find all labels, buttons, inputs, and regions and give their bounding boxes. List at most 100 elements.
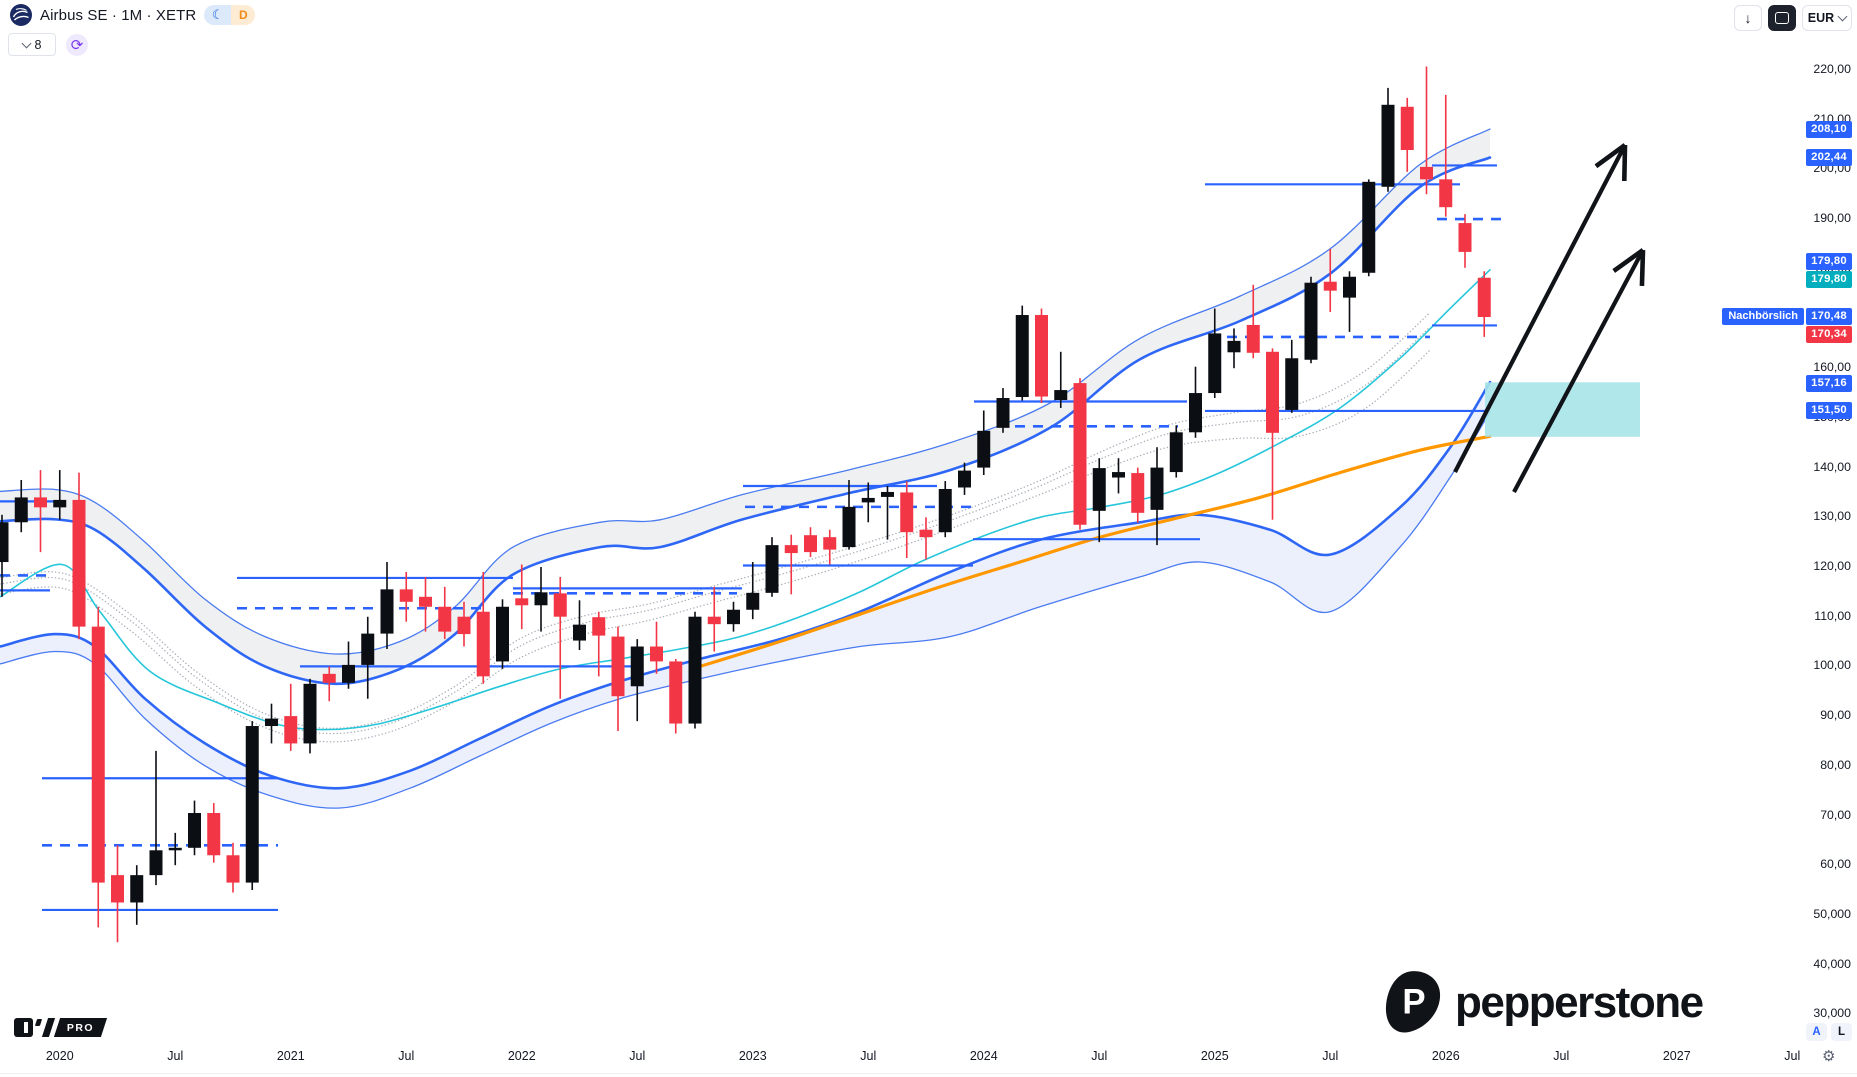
y-axis-tick: 90,00 bbox=[1820, 708, 1851, 723]
candle-body bbox=[91, 626, 105, 883]
candle-body bbox=[688, 616, 702, 724]
price-label: 170,48 bbox=[1806, 307, 1852, 325]
candle-body bbox=[900, 492, 914, 533]
candle-body bbox=[573, 624, 586, 641]
y-axis-tick: 140,00 bbox=[1813, 459, 1851, 474]
symbol-title[interactable]: Airbus SE · 1M · XETR bbox=[40, 6, 197, 24]
x-axis-tick: 2023 bbox=[738, 1049, 767, 1063]
candle-body bbox=[476, 611, 490, 677]
candle-body bbox=[1208, 333, 1222, 394]
drawn-levels bbox=[0, 164, 1502, 912]
candle-body bbox=[245, 726, 259, 883]
y-axis-tick: 220,00 bbox=[1813, 62, 1851, 76]
candle-body bbox=[1073, 383, 1087, 525]
candle-body bbox=[746, 592, 760, 610]
candle-body bbox=[34, 497, 47, 508]
indicators-collapse-button[interactable]: 8 bbox=[8, 33, 56, 56]
x-axis-tick: 2024 bbox=[969, 1049, 998, 1063]
candle-body bbox=[842, 506, 856, 548]
x-axis-tick: Jul bbox=[167, 1049, 184, 1063]
arrow-head bbox=[1594, 143, 1627, 169]
candle-body bbox=[765, 545, 779, 593]
y-axis-tick: 110,00 bbox=[1814, 608, 1851, 623]
y-axis-tick: 190,00 bbox=[1813, 211, 1851, 226]
x-axis-tick: 2027 bbox=[1662, 1049, 1691, 1063]
candle-body bbox=[727, 609, 740, 625]
candle-body bbox=[515, 598, 529, 606]
trend-arrows bbox=[1453, 143, 1646, 493]
upper-thick-line bbox=[0, 156, 1492, 686]
x-axis-tick: Jul bbox=[398, 1049, 415, 1063]
candle-body bbox=[1343, 276, 1356, 298]
y-axis-tick: 130,00 bbox=[1813, 509, 1851, 524]
candle-body bbox=[650, 646, 663, 662]
y-axis-tick: 60,00 bbox=[1820, 857, 1851, 872]
indicator-lines bbox=[0, 128, 1492, 809]
sync-icon[interactable]: ⟳ bbox=[66, 33, 88, 56]
candle-body bbox=[977, 430, 991, 468]
candle-body bbox=[881, 491, 894, 497]
chart-subheader: 8 ⟳ bbox=[8, 33, 88, 56]
pepperstone-logo: P pepperstone bbox=[1384, 970, 1704, 1034]
svg-text:P: P bbox=[1402, 983, 1425, 1022]
candle-body bbox=[111, 875, 124, 903]
candle-body bbox=[1400, 106, 1414, 151]
theme-mode-toggle[interactable]: ☾ D bbox=[204, 5, 256, 25]
day-mode-label[interactable]: D bbox=[231, 5, 256, 25]
download-icon: ↓ bbox=[1744, 10, 1752, 26]
candle-body bbox=[1054, 390, 1068, 401]
price-label: 157,16 bbox=[1806, 374, 1852, 392]
log-scale-button[interactable]: L bbox=[1831, 1023, 1852, 1041]
moon-icon[interactable]: ☾ bbox=[204, 5, 232, 25]
lower-thick-line bbox=[0, 380, 1492, 790]
candle-body bbox=[823, 537, 837, 550]
tradingview-logo[interactable]: PRO bbox=[14, 1018, 108, 1037]
price-label: 208,10 bbox=[1806, 120, 1852, 138]
candle-body bbox=[380, 589, 394, 634]
currency-dropdown[interactable]: EUR bbox=[1802, 5, 1852, 31]
arrow-head bbox=[1612, 248, 1645, 273]
candle-body bbox=[207, 813, 221, 856]
candle-body bbox=[322, 673, 336, 683]
candle-body bbox=[1304, 282, 1318, 360]
candle-body bbox=[361, 633, 375, 665]
candle-body bbox=[1266, 351, 1279, 433]
chevron-down-icon bbox=[21, 38, 31, 48]
candle-body bbox=[130, 875, 144, 903]
lower-band-fill bbox=[0, 382, 1490, 809]
candle-body bbox=[1150, 467, 1164, 510]
arrow-shaft bbox=[1512, 249, 1645, 493]
price-scale[interactable]: 220,00210,00200,00190,00180,00170,00160,… bbox=[1722, 0, 1857, 1045]
auto-scale-button[interactable]: A bbox=[1806, 1023, 1827, 1041]
x-axis-tick: 2025 bbox=[1200, 1049, 1229, 1063]
candle-body bbox=[1477, 277, 1491, 318]
candle-body bbox=[707, 616, 721, 625]
gear-icon[interactable]: ⚙ bbox=[1822, 1048, 1836, 1065]
pepperstone-icon: P bbox=[1385, 971, 1441, 1033]
time-scale[interactable]: 2020 Jul 2021 Jul 2022 Jul 2023 Jul 2024 Jul 2025 J… bbox=[0, 1046, 1857, 1077]
x-axis-tick: 2026 bbox=[1431, 1049, 1460, 1063]
candle-body bbox=[168, 847, 182, 851]
screenshot-button[interactable] bbox=[1768, 5, 1796, 31]
download-button[interactable]: ↓ bbox=[1734, 5, 1762, 31]
price-label: 179,80 bbox=[1806, 252, 1852, 270]
candle-body bbox=[438, 606, 452, 632]
price-label: 170,34 bbox=[1806, 325, 1852, 343]
candle-body bbox=[861, 497, 875, 503]
y-axis-tick: 160,00 bbox=[1813, 360, 1851, 375]
candle-body bbox=[958, 470, 971, 488]
candle-body bbox=[1323, 281, 1337, 291]
candle-body bbox=[669, 661, 683, 724]
candle-body bbox=[457, 616, 471, 635]
currency-label: EUR bbox=[1807, 11, 1835, 25]
candle-body bbox=[342, 664, 355, 683]
y-axis-tick: 120,00 bbox=[1813, 559, 1851, 573]
y-axis-tick: 50,000 bbox=[1813, 906, 1851, 921]
arrow-shaft bbox=[1453, 144, 1627, 473]
candle-body bbox=[1420, 166, 1433, 180]
x-axis-tick: Jul bbox=[629, 1049, 646, 1063]
pro-badge: PRO bbox=[53, 1018, 108, 1037]
y-axis-tick: 100,00 bbox=[1813, 658, 1851, 673]
